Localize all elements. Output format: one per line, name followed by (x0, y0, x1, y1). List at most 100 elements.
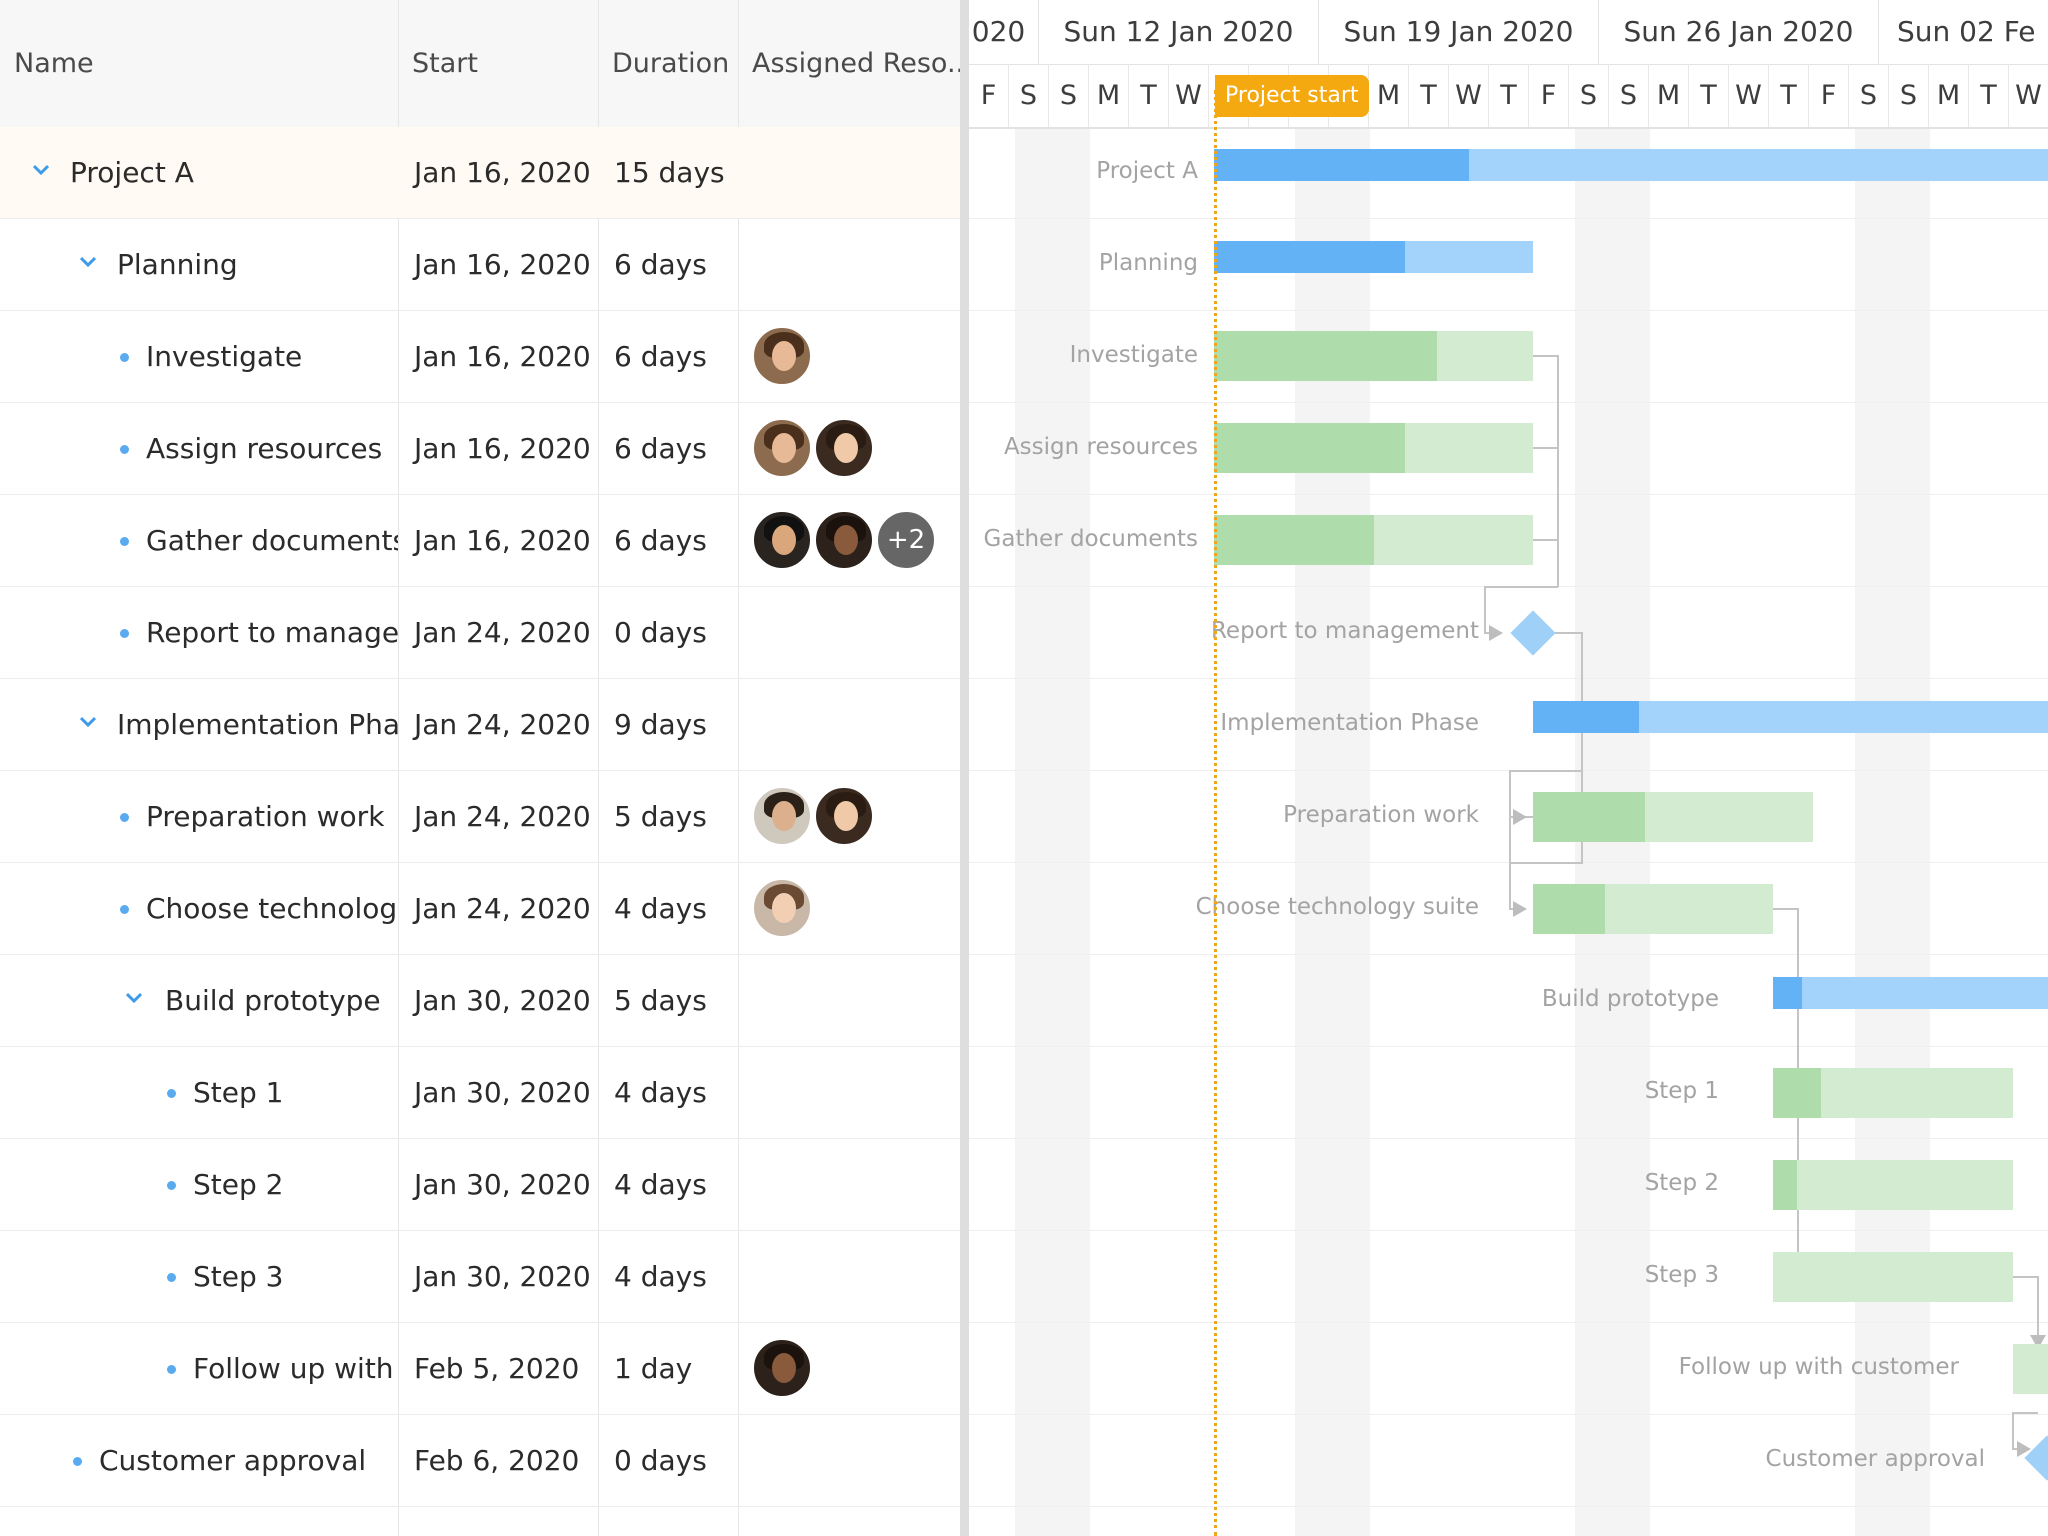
resources-cell[interactable] (738, 1323, 960, 1415)
task-bar-follow-up-with-customer[interactable] (2013, 1344, 2048, 1394)
task-row[interactable]: Gather documents Jan 16, 2020 6 days +2 (0, 495, 960, 587)
name-cell[interactable]: Implementation Phase (0, 679, 398, 771)
resources-cell[interactable] (738, 1047, 960, 1139)
avatar[interactable] (814, 418, 874, 478)
task-row[interactable]: Build prototype Jan 30, 2020 5 days (0, 955, 960, 1047)
name-cell[interactable]: Follow up with cu (0, 1323, 398, 1415)
task-row[interactable]: Investigate Jan 16, 2020 6 days (0, 311, 960, 403)
name-cell[interactable]: Preparation work (0, 771, 398, 863)
chevron-down-icon[interactable] (80, 254, 96, 270)
name-cell[interactable]: Customer approval (0, 1415, 398, 1507)
task-row[interactable]: Project A Jan 16, 2020 15 days (0, 127, 960, 219)
pane-splitter[interactable] (960, 0, 969, 1536)
start-cell[interactable]: Jan 30, 2020 (414, 1168, 591, 1201)
start-cell[interactable]: Jan 30, 2020 (414, 1260, 591, 1293)
task-row[interactable]: Step 1 Jan 30, 2020 4 days (0, 1047, 960, 1139)
duration-cell[interactable]: 15 days (614, 156, 725, 189)
resources-cell[interactable] (738, 679, 960, 771)
resources-cell[interactable] (738, 403, 960, 495)
task-bar-investigate[interactable] (1214, 331, 1533, 381)
resources-cell[interactable] (738, 863, 960, 955)
duration-cell[interactable]: 4 days (614, 1260, 707, 1293)
avatar[interactable] (752, 786, 812, 846)
start-cell[interactable]: Jan 16, 2020 (414, 524, 591, 557)
resources-cell[interactable] (738, 955, 960, 1047)
start-cell[interactable]: Jan 24, 2020 (414, 708, 591, 741)
name-cell[interactable]: Step 3 (0, 1231, 398, 1323)
avatar[interactable] (752, 418, 812, 478)
task-row[interactable]: Assign resources Jan 16, 2020 6 days (0, 403, 960, 495)
avatar[interactable] (814, 786, 874, 846)
resources-cell[interactable] (738, 311, 960, 403)
chevron-down-icon[interactable] (126, 990, 142, 1006)
task-bar-preparation-work[interactable] (1533, 792, 1813, 842)
start-cell[interactable]: Feb 6, 2020 (414, 1444, 580, 1477)
duration-cell[interactable]: 4 days (614, 1168, 707, 1201)
column-header-name[interactable]: Name (14, 48, 94, 79)
resources-cell[interactable] (738, 1139, 960, 1231)
avatar[interactable] (752, 326, 812, 386)
chevron-down-icon[interactable] (33, 162, 49, 178)
summary-bar-build-prototype[interactable] (1773, 977, 2048, 1009)
task-bar-step-3[interactable] (1773, 1252, 2013, 1302)
name-cell[interactable]: Build prototype (0, 955, 398, 1047)
task-row[interactable]: Follow up with cu Feb 5, 2020 1 day (0, 1323, 960, 1415)
start-cell[interactable]: Jan 24, 2020 (414, 892, 591, 925)
chevron-down-icon[interactable] (80, 714, 96, 730)
task-bar-assign-resources[interactable] (1214, 423, 1533, 473)
duration-cell[interactable]: 5 days (614, 800, 707, 833)
column-header-duration[interactable]: Duration (612, 48, 730, 79)
task-row[interactable]: Step 2 Jan 30, 2020 4 days (0, 1139, 960, 1231)
task-row[interactable]: Report to manageme Jan 24, 2020 0 days (0, 587, 960, 679)
more-resources-badge[interactable]: +2 (876, 510, 936, 570)
task-row[interactable]: Step 3 Jan 30, 2020 4 days (0, 1231, 960, 1323)
resources-cell[interactable] (738, 771, 960, 863)
start-cell[interactable]: Feb 5, 2020 (414, 1352, 580, 1385)
name-cell[interactable]: Step 1 (0, 1047, 398, 1139)
name-cell[interactable]: Project A (0, 127, 398, 219)
duration-cell[interactable]: 0 days (614, 1444, 707, 1477)
start-cell[interactable]: Jan 30, 2020 (414, 1076, 591, 1109)
start-cell[interactable]: Jan 24, 2020 (414, 800, 591, 833)
avatar[interactable] (814, 510, 874, 570)
column-separator[interactable] (598, 0, 599, 1536)
duration-cell[interactable]: 6 days (614, 248, 707, 281)
start-cell[interactable]: Jan 30, 2020 (414, 984, 591, 1017)
task-row[interactable]: Choose technology s Jan 24, 2020 4 days (0, 863, 960, 955)
task-bar-step-1[interactable] (1773, 1068, 2013, 1118)
task-bar-choose-technology-suite[interactable] (1533, 884, 1773, 934)
resources-cell[interactable] (738, 1231, 960, 1323)
task-bar-gather-documents[interactable] (1214, 515, 1533, 565)
resources-cell[interactable] (738, 127, 960, 219)
task-row[interactable]: Customer approval Feb 6, 2020 0 days (0, 1415, 960, 1507)
avatar[interactable] (752, 510, 812, 570)
summary-bar-implementation-phase[interactable] (1533, 701, 2048, 733)
summary-bar-planning[interactable] (1214, 241, 1533, 273)
start-cell[interactable]: Jan 24, 2020 (414, 616, 591, 649)
task-bar-step-2[interactable] (1773, 1160, 2013, 1210)
duration-cell[interactable]: 6 days (614, 340, 707, 373)
start-cell[interactable]: Jan 16, 2020 (414, 156, 591, 189)
task-row[interactable]: Preparation work Jan 24, 2020 5 days (0, 771, 960, 863)
start-cell[interactable]: Jan 16, 2020 (414, 248, 591, 281)
duration-cell[interactable]: 4 days (614, 892, 707, 925)
column-header-start[interactable]: Start (412, 48, 478, 79)
duration-cell[interactable]: 1 day (614, 1352, 693, 1385)
name-cell[interactable]: Gather documents (0, 495, 398, 587)
column-header-resources[interactable]: Assigned Reso... (752, 48, 960, 79)
duration-cell[interactable]: 5 days (614, 984, 707, 1017)
avatar[interactable] (752, 1338, 812, 1398)
column-separator[interactable] (398, 0, 399, 1536)
avatar[interactable] (752, 878, 812, 938)
name-cell[interactable]: Assign resources (0, 403, 398, 495)
name-cell[interactable]: Investigate (0, 311, 398, 403)
duration-cell[interactable]: 6 days (614, 432, 707, 465)
duration-cell[interactable]: 4 days (614, 1076, 707, 1109)
task-row[interactable]: Planning Jan 16, 2020 6 days (0, 219, 960, 311)
task-row[interactable]: Implementation Phase Jan 24, 2020 9 days (0, 679, 960, 771)
resources-cell[interactable] (738, 219, 960, 311)
resources-cell[interactable] (738, 1415, 960, 1507)
start-cell[interactable]: Jan 16, 2020 (414, 432, 591, 465)
duration-cell[interactable]: 0 days (614, 616, 707, 649)
name-cell[interactable]: Choose technology s (0, 863, 398, 955)
